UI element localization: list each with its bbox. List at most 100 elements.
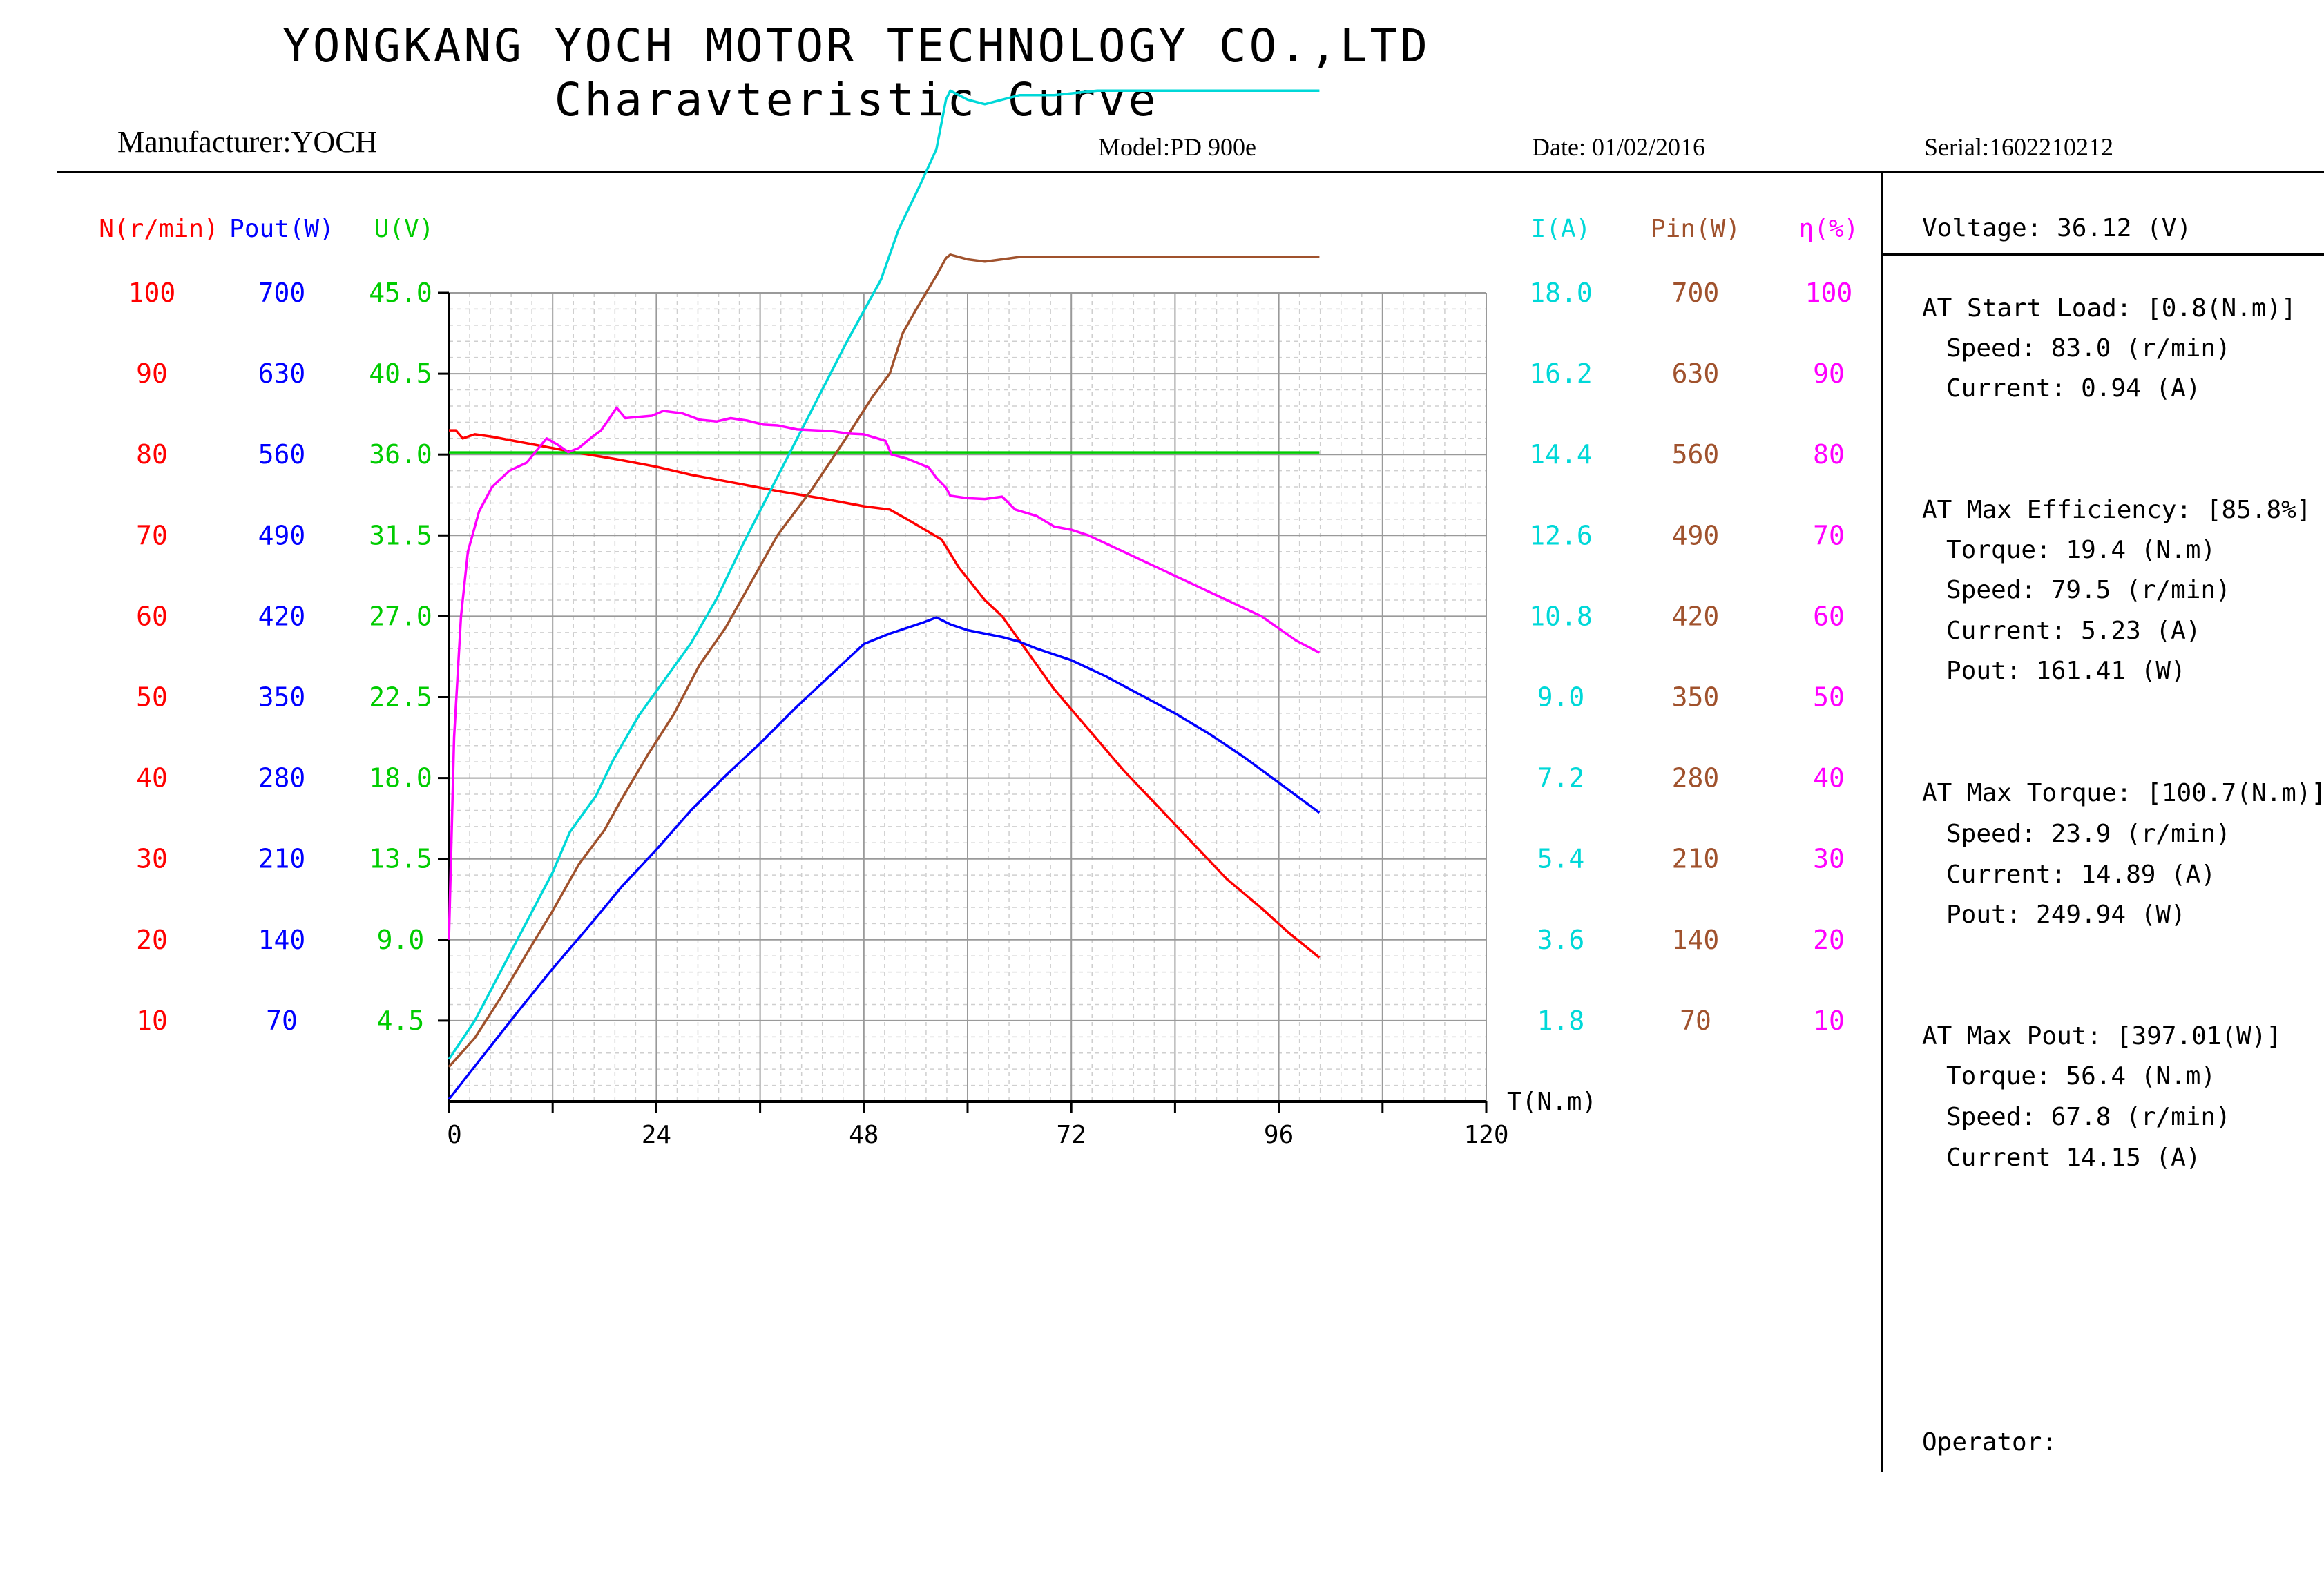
max-torque-speed: Speed: 23.9 (r/min) <box>1946 820 2231 848</box>
series-line-current <box>448 89 1320 1060</box>
x-axis-title: T(N.m) <box>1507 1088 1597 1116</box>
series-line-efficiency <box>448 406 1321 940</box>
header-divider <box>57 171 2324 173</box>
axis-tick-efficiency: 10 <box>1813 1006 1845 1036</box>
axis-tick-speed: 60 <box>136 601 168 631</box>
axis-label-speed: N(r/min) <box>99 215 218 243</box>
axis-tick-voltage: 40.5 <box>369 358 432 389</box>
model-label: Model:PD 900e <box>1098 133 1256 161</box>
axis-tick-efficiency: 70 <box>1813 520 1845 550</box>
axis-tick-pin: 630 <box>1672 358 1720 389</box>
axis-tick-pin: 210 <box>1672 844 1720 874</box>
axis-tick-efficiency: 100 <box>1805 278 1853 308</box>
axis-tick-pin: 140 <box>1672 925 1720 955</box>
start-load-title: AT Start Load: [0.8(N.m)] <box>1922 294 2296 323</box>
max-efficiency-title: AT Max Efficiency: [85.8%] <box>1922 496 2312 524</box>
axis-tick-current: 3.6 <box>1537 925 1585 955</box>
max-efficiency-current: Current: 5.23 (A) <box>1946 617 2201 645</box>
max-pout-current: Current 14.15 (A) <box>1946 1144 2201 1172</box>
axis-tick-efficiency: 80 <box>1813 439 1845 470</box>
axis-tick-efficiency: 40 <box>1813 763 1845 793</box>
axis-tick-voltage: 9.0 <box>377 925 425 955</box>
axis-tick-voltage: 45.0 <box>369 278 432 308</box>
axis-tick-speed: 70 <box>136 520 168 550</box>
max-pout-speed: Speed: 67.8 (r/min) <box>1946 1103 2231 1131</box>
axis-tick-current: 14.4 <box>1529 439 1593 470</box>
axis-tick-current: 16.2 <box>1529 358 1593 389</box>
axis-tick-speed: 40 <box>136 763 168 793</box>
series-line-speed <box>449 429 1321 959</box>
max-pout-torque: Torque: 56.4 (N.m) <box>1946 1062 2216 1090</box>
x-tick-label: 72 <box>1057 1121 1086 1149</box>
axis-tick-current: 1.8 <box>1537 1006 1585 1036</box>
axis-label-current: I(A) <box>1531 215 1591 243</box>
x-tick-label: 24 <box>642 1121 671 1149</box>
x-tick-label: 48 <box>849 1121 878 1149</box>
max-torque-title: AT Max Torque: [100.7(N.m)] <box>1922 779 2324 807</box>
voltage-value: Voltage: 36.12 (V) <box>1922 214 2192 242</box>
chart-subtitle: Charavteristic Curve <box>554 73 1159 126</box>
axis-tick-current: 10.8 <box>1529 601 1593 631</box>
axis-tick-pout: 490 <box>258 520 306 550</box>
start-load-speed: Speed: 83.0 (r/min) <box>1946 334 2231 363</box>
right-panel-divider <box>1881 171 1883 1472</box>
axis-tick-speed: 90 <box>136 358 168 389</box>
axis-tick-pout: 350 <box>258 682 306 713</box>
max-pout-title: AT Max Pout: [397.01(W)] <box>1922 1022 2282 1050</box>
axis-tick-current: 18.0 <box>1529 278 1593 308</box>
axis-tick-pin: 700 <box>1672 278 1720 308</box>
axis-tick-voltage: 36.0 <box>369 439 432 470</box>
axis-label-pout: Pout(W) <box>229 215 334 243</box>
company-title: YONGKANG YOCH MOTOR TECHNOLOGY CO.,LTD <box>282 19 1430 73</box>
operator-label: Operator: <box>1922 1428 2057 1456</box>
max-efficiency-speed: Speed: 79.5 (r/min) <box>1946 576 2231 604</box>
axis-tick-pout: 630 <box>258 358 306 389</box>
axis-tick-current: 9.0 <box>1537 682 1585 713</box>
axis-tick-speed: 20 <box>136 925 168 955</box>
axis-tick-efficiency: 20 <box>1813 925 1845 955</box>
axis-tick-pout: 700 <box>258 278 306 308</box>
axis-tick-pin: 420 <box>1672 601 1720 631</box>
axis-tick-pin: 70 <box>1680 1006 1711 1036</box>
x-tick-label: 0 <box>447 1121 462 1149</box>
axis-tick-efficiency: 30 <box>1813 844 1845 874</box>
axis-label-pin: Pin(W) <box>1651 215 1740 243</box>
axis-tick-speed: 10 <box>136 1006 168 1036</box>
axis-tick-voltage: 4.5 <box>377 1006 425 1036</box>
axis-tick-voltage: 18.0 <box>369 763 432 793</box>
axis-tick-speed: 50 <box>136 682 168 713</box>
manufacturer-label: Manufacturer:YOCH <box>117 125 378 159</box>
series-line-pin <box>448 253 1320 1068</box>
axis-tick-pout: 420 <box>258 601 306 631</box>
axis-tick-voltage: 13.5 <box>369 844 432 874</box>
axis-tick-pout: 280 <box>258 763 306 793</box>
date-label: Date: 01/02/2016 <box>1532 133 1705 161</box>
axis-tick-pout: 70 <box>266 1006 298 1036</box>
axis-tick-voltage: 22.5 <box>369 682 432 713</box>
max-efficiency-torque: Torque: 19.4 (N.m) <box>1946 536 2216 564</box>
axis-tick-current: 12.6 <box>1529 520 1593 550</box>
axis-tick-pin: 350 <box>1672 682 1720 713</box>
axis-tick-voltage: 31.5 <box>369 520 432 550</box>
axis-tick-pout: 210 <box>258 844 306 874</box>
axis-tick-current: 5.4 <box>1537 844 1585 874</box>
axis-tick-speed: 100 <box>128 278 176 308</box>
x-tick-label: 120 <box>1463 1121 1508 1149</box>
axis-tick-pin: 490 <box>1672 520 1720 550</box>
voltage-divider <box>1881 253 2324 256</box>
axis-tick-pout: 560 <box>258 439 306 470</box>
start-load-current: Current: 0.94 (A) <box>1946 374 2201 403</box>
axis-tick-pin: 560 <box>1672 439 1720 470</box>
axis-tick-speed: 30 <box>136 844 168 874</box>
series-line-pout <box>448 616 1321 1100</box>
max-torque-current: Current: 14.89 (A) <box>1946 860 2216 889</box>
axis-tick-efficiency: 90 <box>1813 358 1845 389</box>
x-tick-label: 96 <box>1264 1121 1294 1149</box>
axis-tick-current: 7.2 <box>1537 763 1585 793</box>
axis-tick-efficiency: 60 <box>1813 601 1845 631</box>
serial-label: Serial:1602210212 <box>1924 133 2113 161</box>
axis-tick-pout: 140 <box>258 925 306 955</box>
axis-tick-efficiency: 50 <box>1813 682 1845 713</box>
axis-tick-pin: 280 <box>1672 763 1720 793</box>
